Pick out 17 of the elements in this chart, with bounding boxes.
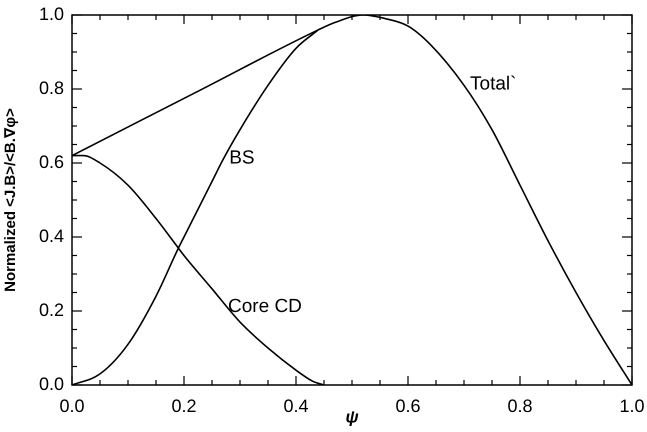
y-tick-label: 0.6 bbox=[38, 152, 64, 172]
x-tick-label: 0.8 bbox=[507, 396, 533, 416]
series-label: Core CD bbox=[228, 296, 302, 318]
series-label: Total` bbox=[470, 74, 516, 95]
x-axis-title: ψ bbox=[345, 407, 359, 426]
x-tick-label: 0.2 bbox=[171, 396, 197, 416]
series-label: BS bbox=[229, 148, 255, 169]
x-tick-label: 0.6 bbox=[395, 396, 421, 416]
y-tick-label: 0.0 bbox=[38, 374, 64, 394]
x-tick-label: 1.0 bbox=[619, 396, 645, 416]
y-tick-label: 0.4 bbox=[38, 226, 64, 246]
y-tick-label: 1.0 bbox=[38, 4, 64, 24]
y-tick-label: 0.2 bbox=[38, 300, 64, 320]
x-tick-label: 0.0 bbox=[59, 396, 85, 416]
x-tick-label: 0.4 bbox=[283, 396, 309, 416]
y-tick-label: 0.8 bbox=[38, 78, 64, 98]
y-axis-title: Normalized <J.B>/<B.∇φ> bbox=[2, 108, 20, 292]
